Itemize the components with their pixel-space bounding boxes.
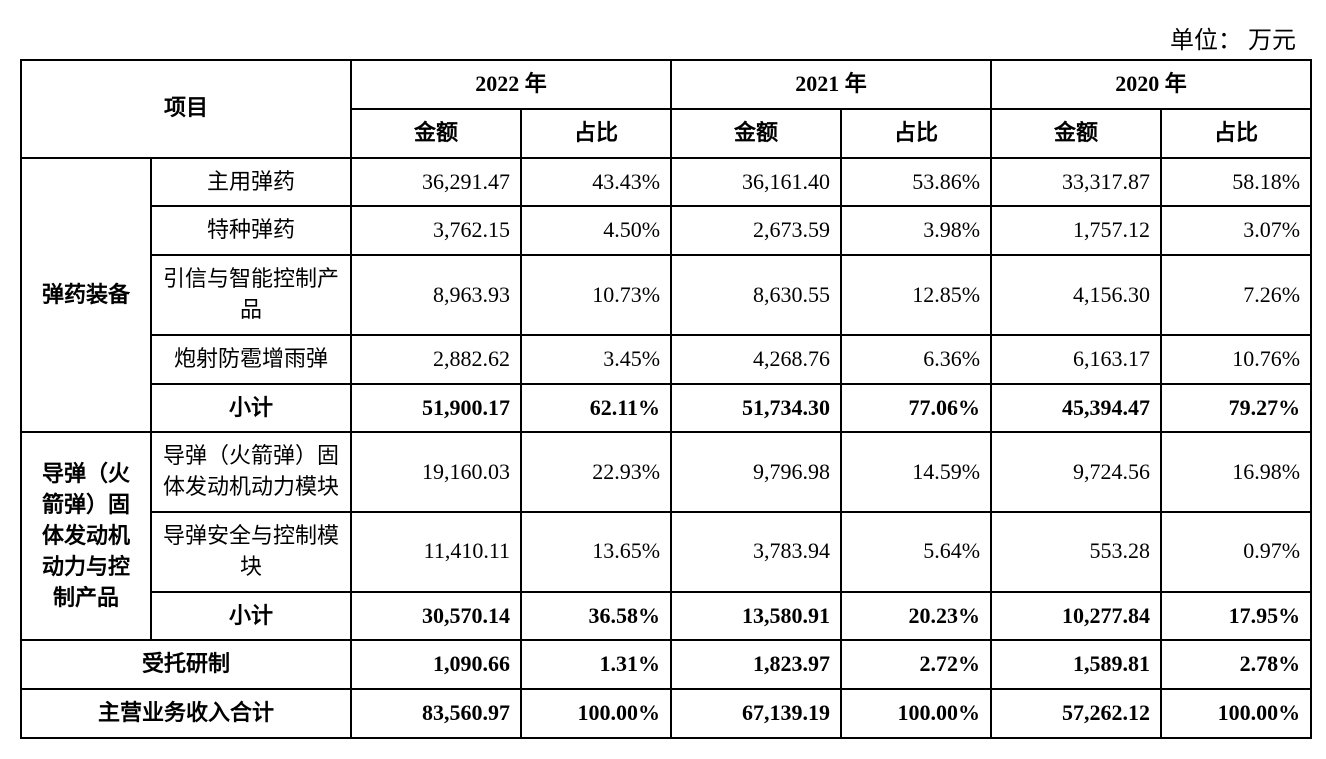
cell-ratio: 36.58% <box>521 592 671 641</box>
cell-amount: 36,291.47 <box>351 158 521 207</box>
col-project: 项目 <box>21 60 351 158</box>
cell-amount: 3,762.15 <box>351 206 521 255</box>
col-amount-2022: 金额 <box>351 109 521 158</box>
cell-amount: 6,163.17 <box>991 335 1161 384</box>
cell-amount: 36,161.40 <box>671 158 841 207</box>
col-ratio-2021: 占比 <box>841 109 991 158</box>
cell-amount: 33,317.87 <box>991 158 1161 207</box>
cell-amount: 8,963.93 <box>351 255 521 335</box>
item-label: 引信与智能控制产品 <box>151 255 351 335</box>
cell-amount: 1,090.66 <box>351 640 521 689</box>
item-label: 导弹（火箭弹）固体发动机动力模块 <box>151 432 351 512</box>
cell-ratio: 17.95% <box>1161 592 1311 641</box>
table-row: 导弹（火箭弹）固体发动机动力与控制产品 导弹（火箭弹）固体发动机动力模块 19,… <box>21 432 1311 512</box>
cell-ratio: 2.78% <box>1161 640 1311 689</box>
cell-amount: 2,673.59 <box>671 206 841 255</box>
cell-ratio: 58.18% <box>1161 158 1311 207</box>
table-row: 特种弹药 3,762.15 4.50% 2,673.59 3.98% 1,757… <box>21 206 1311 255</box>
cell-amount: 4,268.76 <box>671 335 841 384</box>
table-row-commission: 受托研制 1,090.66 1.31% 1,823.97 2.72% 1,589… <box>21 640 1311 689</box>
cell-ratio: 79.27% <box>1161 384 1311 433</box>
cell-ratio: 100.00% <box>521 689 671 738</box>
cell-ratio: 6.36% <box>841 335 991 384</box>
cell-ratio: 62.11% <box>521 384 671 433</box>
col-ratio-2022: 占比 <box>521 109 671 158</box>
cell-amount: 19,160.03 <box>351 432 521 512</box>
col-year-2020: 2020 年 <box>991 60 1311 109</box>
cell-ratio: 22.93% <box>521 432 671 512</box>
cell-amount: 10,277.84 <box>991 592 1161 641</box>
cell-amount: 4,156.30 <box>991 255 1161 335</box>
cell-ratio: 7.26% <box>1161 255 1311 335</box>
col-year-2022: 2022 年 <box>351 60 671 109</box>
cell-ratio: 12.85% <box>841 255 991 335</box>
cell-ratio: 2.72% <box>841 640 991 689</box>
cell-amount: 1,823.97 <box>671 640 841 689</box>
cell-amount: 1,589.81 <box>991 640 1161 689</box>
total-label: 主营业务收入合计 <box>21 689 351 738</box>
unit-label: 单位： 万元 <box>20 20 1306 55</box>
table-row-subtotal: 小计 30,570.14 36.58% 13,580.91 20.23% 10,… <box>21 592 1311 641</box>
cell-ratio: 10.76% <box>1161 335 1311 384</box>
cell-amount: 1,757.12 <box>991 206 1161 255</box>
commission-label: 受托研制 <box>21 640 351 689</box>
cell-ratio: 77.06% <box>841 384 991 433</box>
cell-amount: 83,560.97 <box>351 689 521 738</box>
cell-amount: 51,900.17 <box>351 384 521 433</box>
subtotal-label: 小计 <box>151 384 351 433</box>
cell-ratio: 10.73% <box>521 255 671 335</box>
cell-amount: 3,783.94 <box>671 512 841 592</box>
cell-ratio: 100.00% <box>841 689 991 738</box>
table-row: 导弹安全与控制模块 11,410.11 13.65% 3,783.94 5.64… <box>21 512 1311 592</box>
subtotal-label: 小计 <box>151 592 351 641</box>
col-amount-2020: 金额 <box>991 109 1161 158</box>
revenue-table: 项目 2022 年 2021 年 2020 年 金额 占比 金额 占比 金额 占… <box>20 59 1312 739</box>
cell-amount: 45,394.47 <box>991 384 1161 433</box>
cell-ratio: 53.86% <box>841 158 991 207</box>
table-row: 引信与智能控制产品 8,963.93 10.73% 8,630.55 12.85… <box>21 255 1311 335</box>
col-ratio-2020: 占比 <box>1161 109 1311 158</box>
cell-amount: 9,796.98 <box>671 432 841 512</box>
cell-ratio: 43.43% <box>521 158 671 207</box>
cell-ratio: 100.00% <box>1161 689 1311 738</box>
table-header-row-1: 项目 2022 年 2021 年 2020 年 <box>21 60 1311 109</box>
cell-amount: 2,882.62 <box>351 335 521 384</box>
cell-ratio: 0.97% <box>1161 512 1311 592</box>
cell-amount: 11,410.11 <box>351 512 521 592</box>
cell-amount: 553.28 <box>991 512 1161 592</box>
cell-ratio: 4.50% <box>521 206 671 255</box>
cell-amount: 51,734.30 <box>671 384 841 433</box>
cell-amount: 8,630.55 <box>671 255 841 335</box>
item-label: 特种弹药 <box>151 206 351 255</box>
cell-amount: 9,724.56 <box>991 432 1161 512</box>
cell-amount: 57,262.12 <box>991 689 1161 738</box>
table-row-total: 主营业务收入合计 83,560.97 100.00% 67,139.19 100… <box>21 689 1311 738</box>
cell-ratio: 20.23% <box>841 592 991 641</box>
cell-ratio: 3.07% <box>1161 206 1311 255</box>
cell-ratio: 14.59% <box>841 432 991 512</box>
item-label: 炮射防雹增雨弹 <box>151 335 351 384</box>
group-ammo: 弹药装备 <box>21 158 151 433</box>
cell-ratio: 3.45% <box>521 335 671 384</box>
cell-ratio: 1.31% <box>521 640 671 689</box>
group-missile: 导弹（火箭弹）固体发动机动力与控制产品 <box>21 432 151 640</box>
cell-ratio: 3.98% <box>841 206 991 255</box>
cell-amount: 30,570.14 <box>351 592 521 641</box>
cell-amount: 13,580.91 <box>671 592 841 641</box>
item-label: 主用弹药 <box>151 158 351 207</box>
cell-ratio: 13.65% <box>521 512 671 592</box>
table-row: 炮射防雹增雨弹 2,882.62 3.45% 4,268.76 6.36% 6,… <box>21 335 1311 384</box>
cell-ratio: 16.98% <box>1161 432 1311 512</box>
table-row-subtotal: 小计 51,900.17 62.11% 51,734.30 77.06% 45,… <box>21 384 1311 433</box>
col-year-2021: 2021 年 <box>671 60 991 109</box>
cell-amount: 67,139.19 <box>671 689 841 738</box>
cell-ratio: 5.64% <box>841 512 991 592</box>
table-row: 弹药装备 主用弹药 36,291.47 43.43% 36,161.40 53.… <box>21 158 1311 207</box>
col-amount-2021: 金额 <box>671 109 841 158</box>
item-label: 导弹安全与控制模块 <box>151 512 351 592</box>
